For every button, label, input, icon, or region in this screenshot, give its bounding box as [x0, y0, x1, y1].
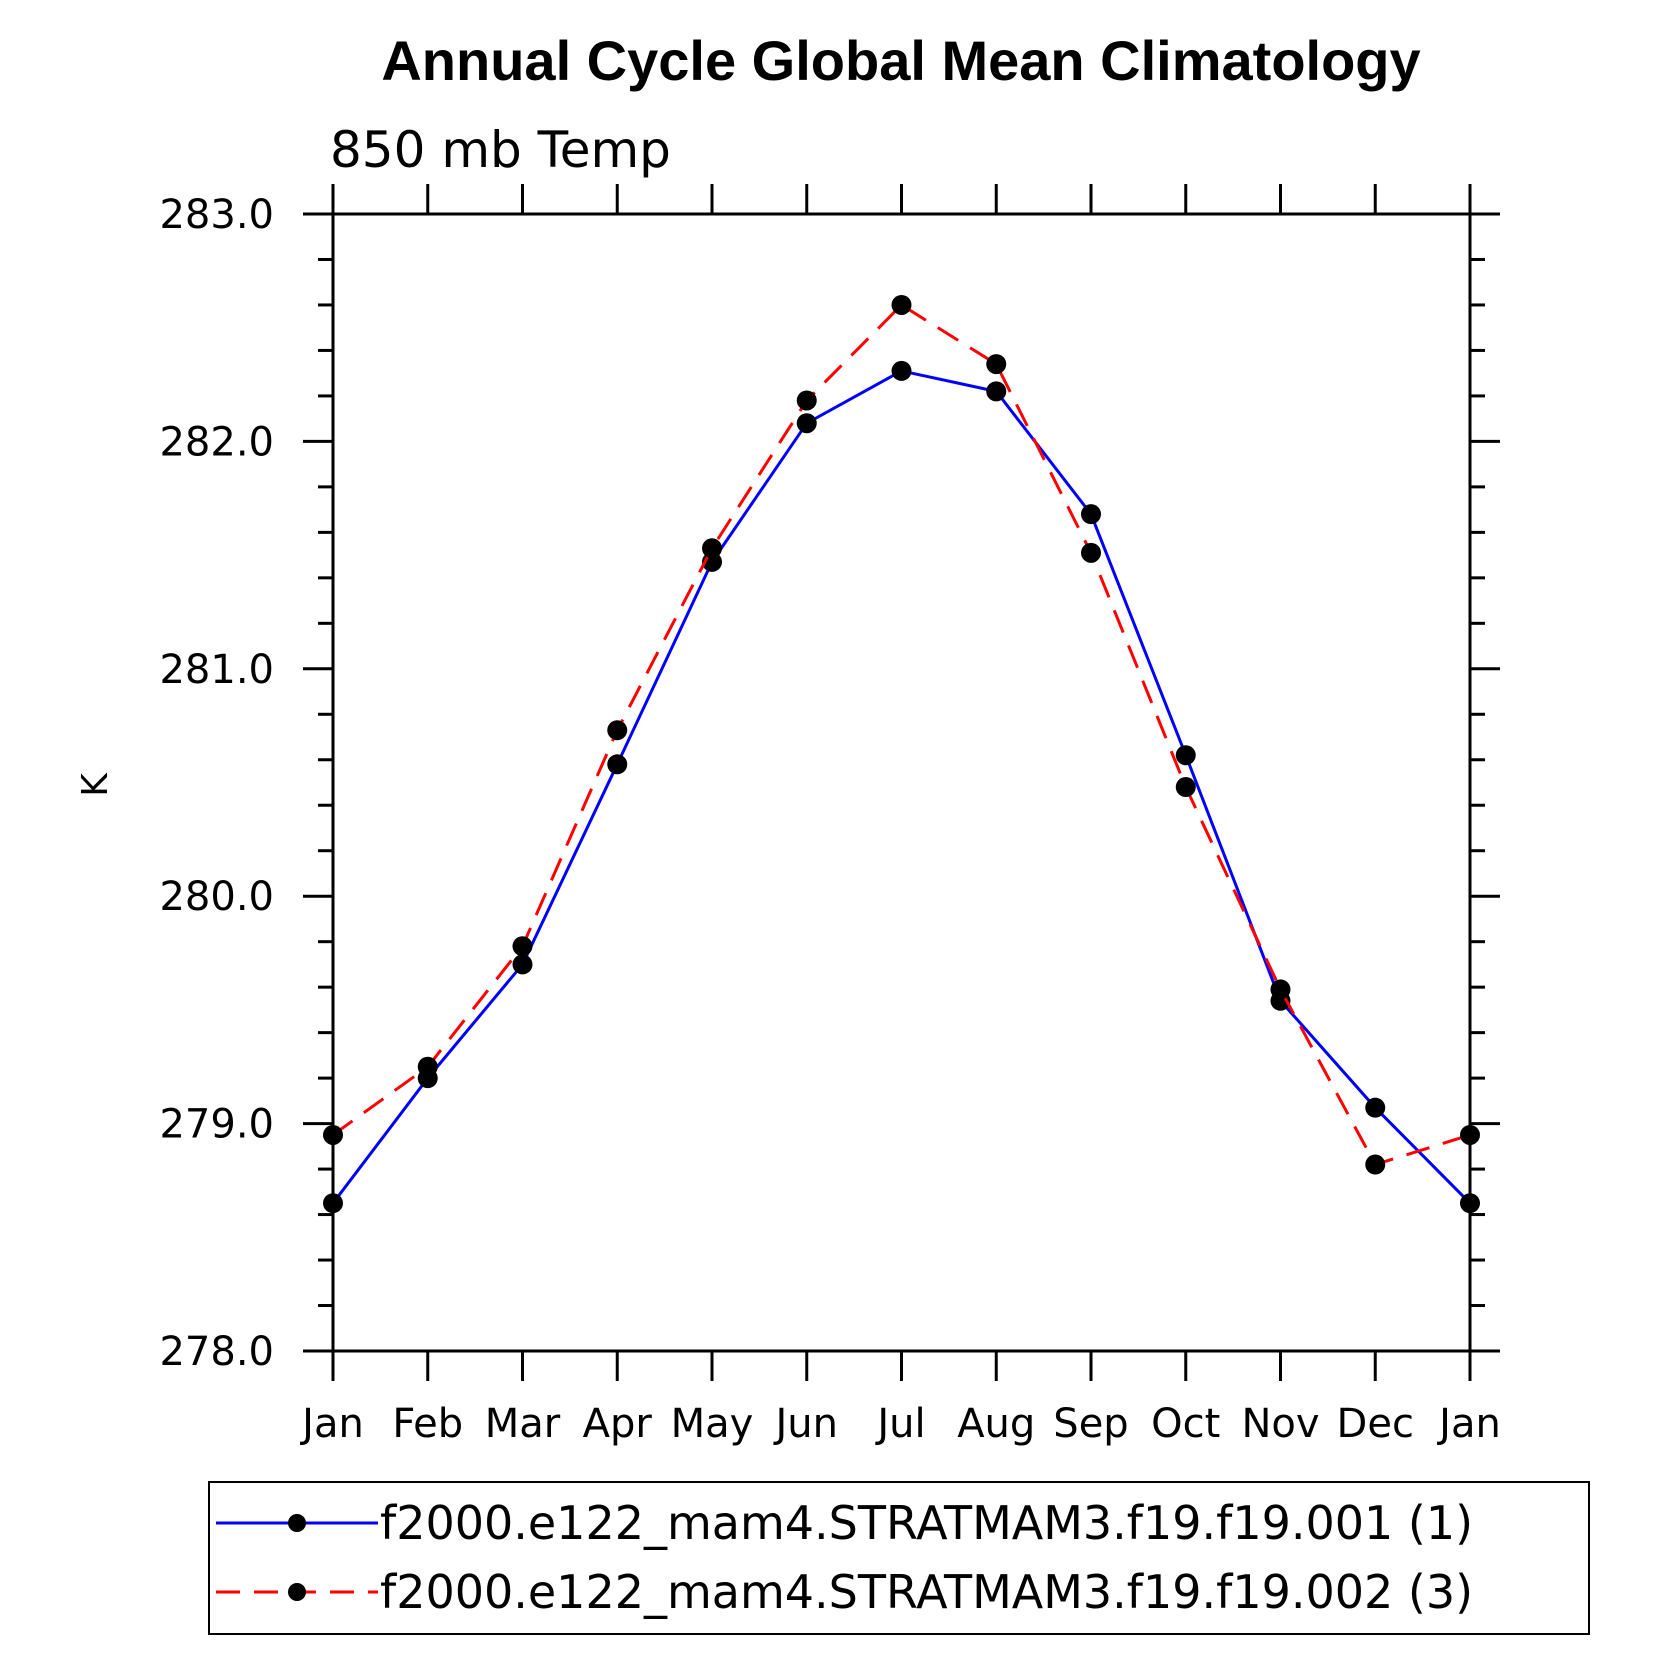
- data-point: [1270, 979, 1291, 1000]
- chart-title: Annual Cycle Global Mean Climatology: [381, 29, 1420, 92]
- data-point: [417, 1056, 438, 1077]
- y-axis-label: K: [75, 772, 116, 797]
- axis-ticks: [303, 184, 1500, 1381]
- x-tick-label: Nov: [1241, 1401, 1319, 1447]
- data-point: [512, 954, 533, 975]
- x-tick-label: Dec: [1337, 1401, 1414, 1447]
- series-layer: [323, 294, 1480, 1214]
- y-tick-label: 281.0: [159, 647, 274, 693]
- series-line-1: [331, 369, 1472, 1205]
- data-point: [986, 381, 1007, 402]
- x-tick-label: May: [671, 1401, 754, 1447]
- x-tick-label: Jul: [874, 1401, 925, 1447]
- data-point: [1460, 1124, 1480, 1145]
- y-tick-label: 279.0: [159, 1102, 274, 1148]
- data-point: [1175, 777, 1196, 798]
- data-point: [891, 294, 912, 315]
- x-tick-label: Apr: [583, 1401, 653, 1447]
- legend-marker-1: [288, 1514, 306, 1532]
- data-point: [1081, 542, 1101, 563]
- y-tick-label: 280.0: [159, 874, 274, 920]
- data-point: [323, 1124, 343, 1145]
- legend-marker-2: [288, 1583, 306, 1601]
- chart-subtitle: 850 mb Temp: [330, 121, 671, 179]
- x-tick-label: Feb: [392, 1401, 463, 1447]
- x-tick-label: Sep: [1053, 1401, 1128, 1447]
- legend-label-1: f2000.e122_mam4.STRATMAM3.f19.f19.001 (1…: [380, 1496, 1473, 1550]
- legend-box: [208, 1481, 1590, 1635]
- legend: f2000.e122_mam4.STRATMAM3.f19.f19.001 (1…: [208, 1481, 1590, 1635]
- x-tick-label: Jun: [773, 1401, 839, 1447]
- y-tick-labels: 278.0 279.0 280.0 281.0 282.0 283.0: [159, 192, 274, 1375]
- data-point: [891, 360, 912, 381]
- data-point: [1175, 745, 1196, 766]
- data-point: [607, 754, 628, 775]
- y-tick-label: 282.0: [159, 419, 274, 465]
- data-point: [512, 936, 533, 957]
- series-1: [323, 360, 1480, 1214]
- series-line-2: [332, 303, 1471, 1167]
- data-point: [1365, 1154, 1386, 1175]
- data-point: [702, 538, 722, 559]
- data-point: [1365, 1097, 1386, 1118]
- y-tick-label: 283.0: [159, 192, 274, 238]
- data-point: [1081, 504, 1101, 525]
- data-point: [986, 354, 1007, 375]
- data-point: [796, 413, 817, 434]
- x-tick-label: Jan: [299, 1401, 364, 1447]
- x-tick-label: Mar: [485, 1401, 561, 1447]
- x-tick-label: Aug: [957, 1401, 1035, 1447]
- x-tick-label: Jan: [1436, 1401, 1501, 1447]
- legend-label-2: f2000.e122_mam4.STRATMAM3.f19.f19.002 (3…: [380, 1565, 1473, 1619]
- data-point: [607, 720, 628, 741]
- plot-frame: [331, 212, 1472, 1353]
- x-tick-labels: Jan Feb Mar Apr May Jun Jul Aug Sep Oct Nov Dec Jan: [299, 1401, 1501, 1447]
- data-point: [323, 1193, 343, 1214]
- y-tick-label: 278.0: [159, 1329, 274, 1375]
- data-point: [1460, 1193, 1480, 1214]
- data-point: [796, 390, 817, 411]
- series-2: [323, 294, 1480, 1175]
- x-tick-label: Oct: [1151, 1401, 1220, 1447]
